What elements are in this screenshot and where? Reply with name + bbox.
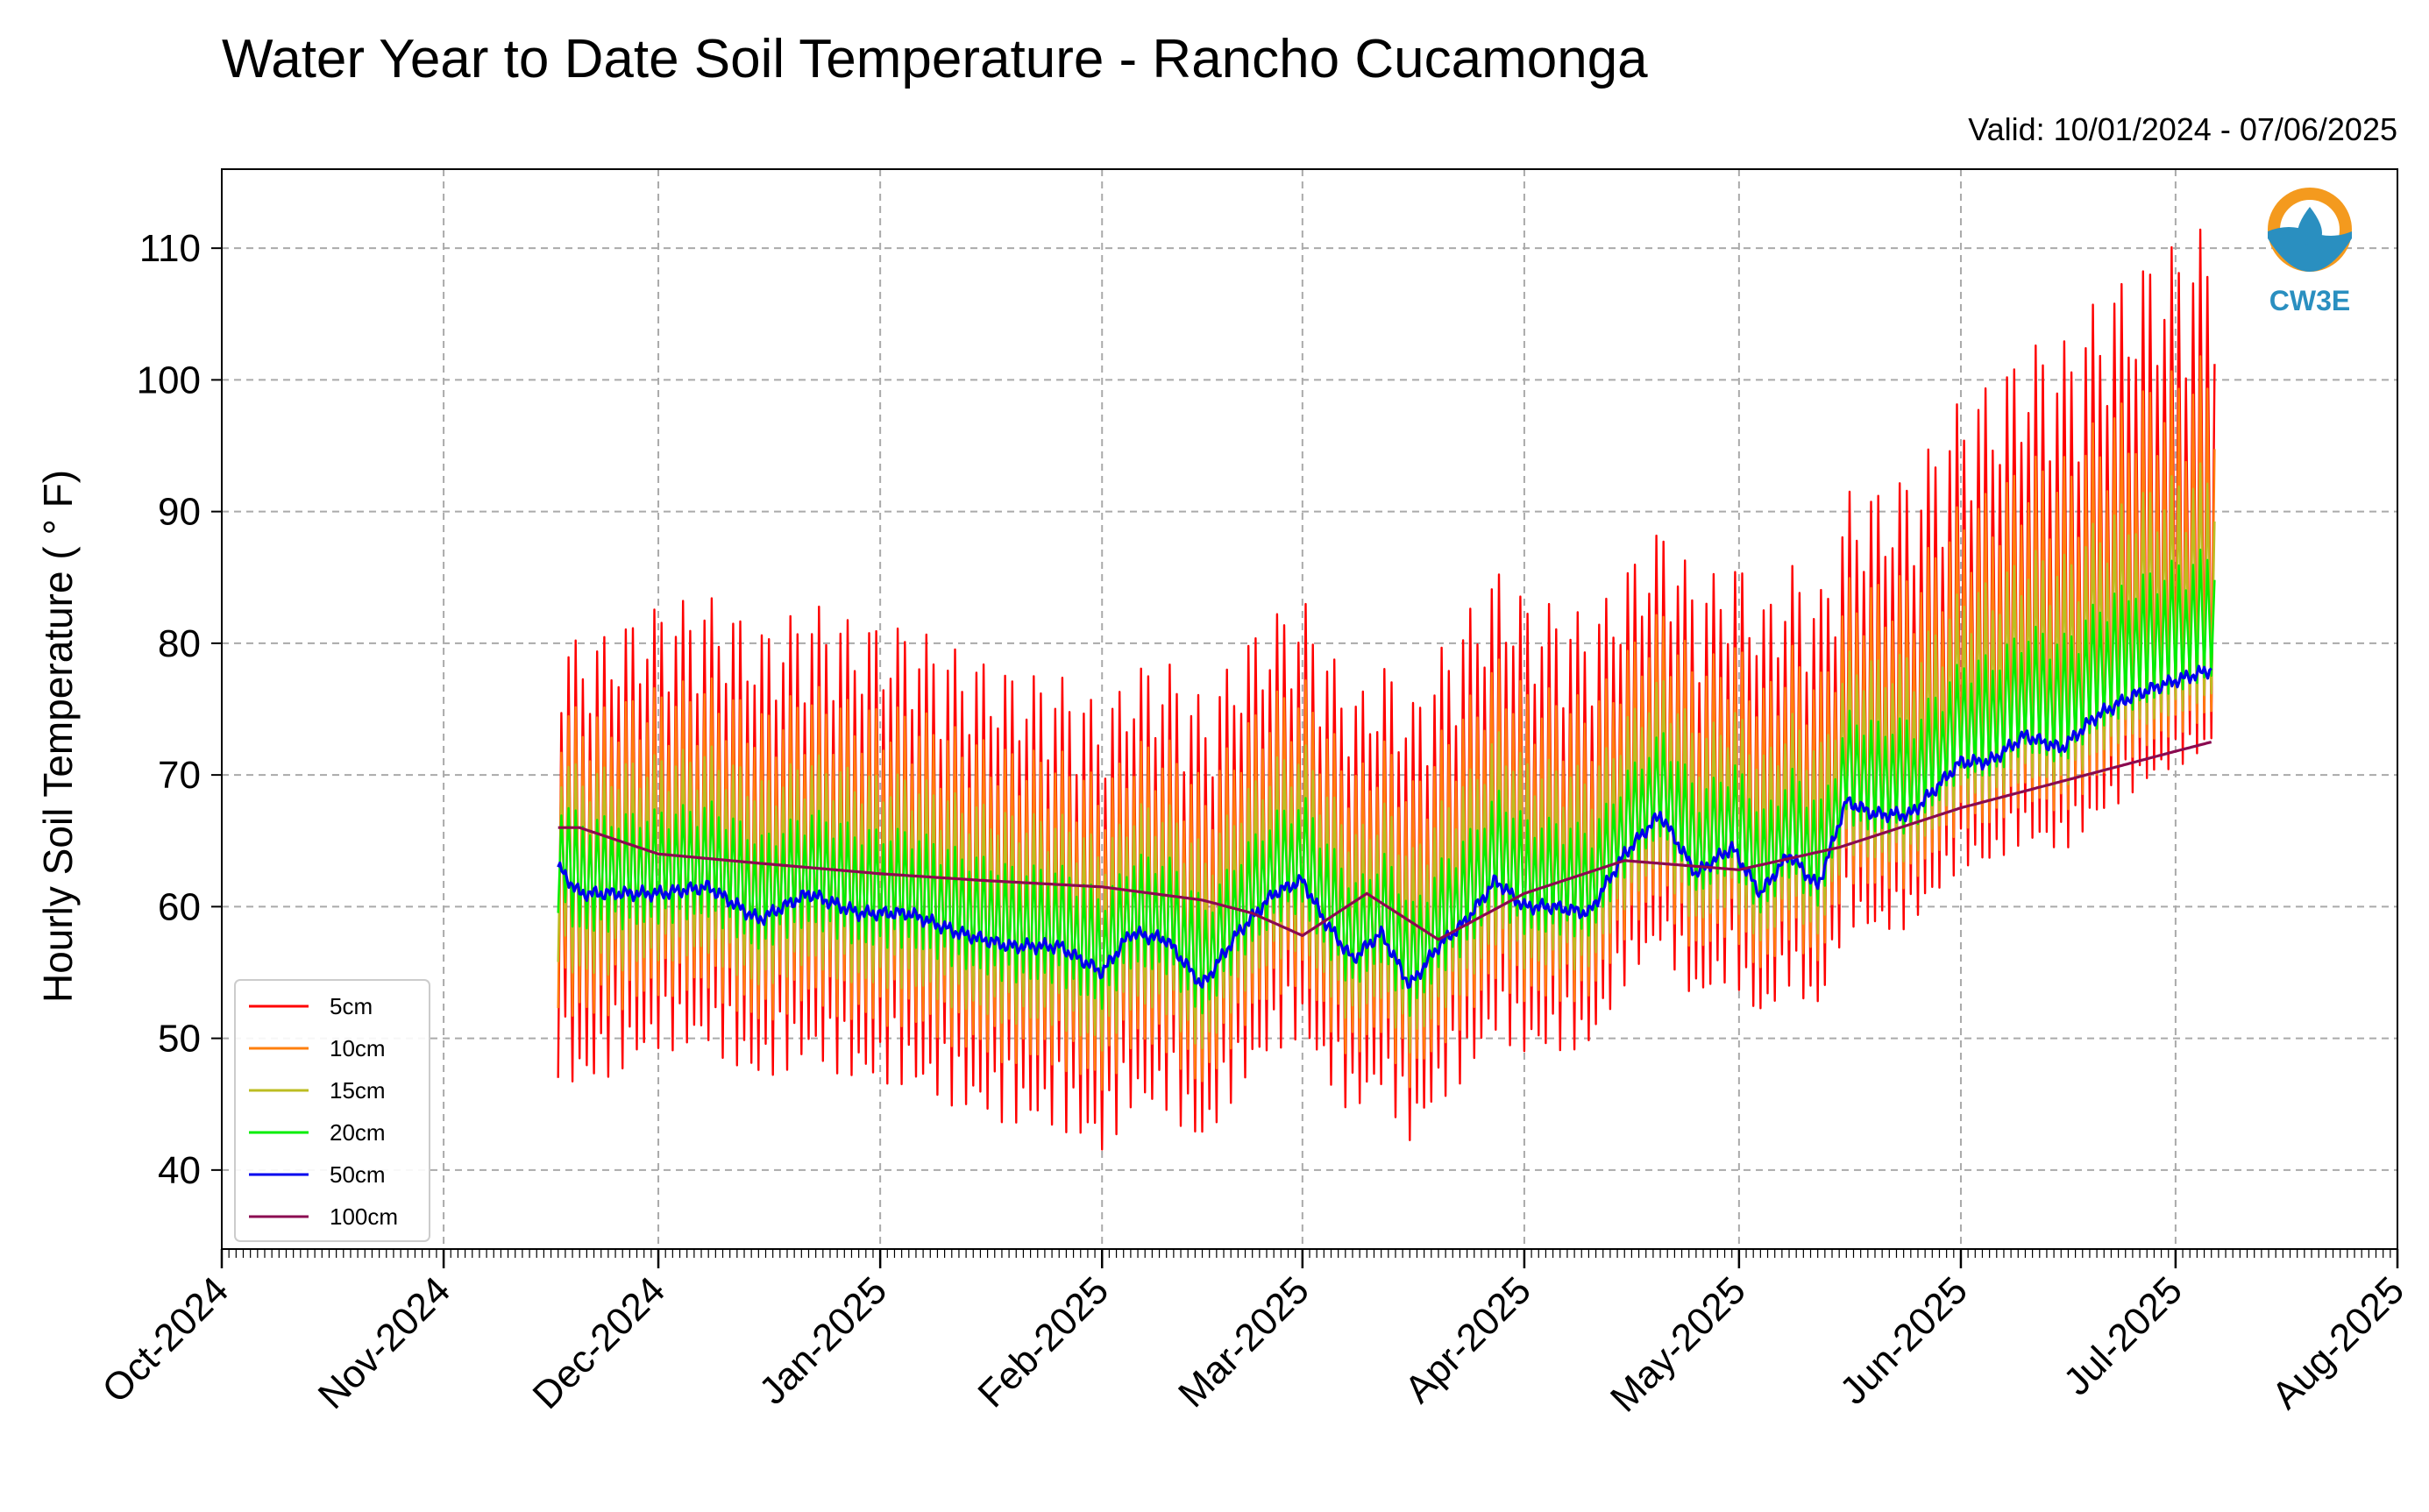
y-tick-label: 110 xyxy=(139,227,201,270)
chart-title: Water Year to Date Soil Temperature - Ra… xyxy=(222,29,1648,89)
y-tick-label: 70 xyxy=(158,754,201,797)
x-tick-label: Nov-2024 xyxy=(310,1268,459,1417)
x-tick-label: Aug-2025 xyxy=(2263,1268,2412,1417)
x-tick-label: Jan-2025 xyxy=(751,1268,895,1412)
legend-label-5cm: 5cm xyxy=(330,993,373,1019)
y-axis-label: Hourly Soil Temperature ( ° F) xyxy=(35,470,81,1003)
y-tick-label: 60 xyxy=(158,885,201,928)
chart-subtitle: Valid: 10/01/2024 - 07/06/2025 xyxy=(1968,111,2397,147)
logo-wave-icon xyxy=(2268,227,2352,272)
cw3e-logo: CW3E xyxy=(2268,188,2352,316)
y-tick-label: 100 xyxy=(137,358,201,401)
series-layer xyxy=(557,228,2216,1151)
y-tick-label: 90 xyxy=(158,491,201,534)
x-tick-label: Jun-2025 xyxy=(1832,1268,1976,1412)
x-tick-label: Mar-2025 xyxy=(1170,1268,1317,1416)
legend-label-100cm: 100cm xyxy=(330,1203,398,1230)
legend-label-50cm: 50cm xyxy=(330,1161,386,1188)
legend-label-20cm: 20cm xyxy=(330,1119,386,1146)
x-tick-label: May-2025 xyxy=(1602,1268,1754,1420)
series-line-50cm xyxy=(557,664,2212,990)
x-tick-label: Oct-2024 xyxy=(94,1268,237,1411)
logo-drop-icon xyxy=(2298,207,2322,245)
legend-label-15cm: 15cm xyxy=(330,1077,386,1104)
y-tick-label: 40 xyxy=(158,1149,201,1192)
plot-frame xyxy=(221,168,2398,1250)
y-tick-label: 80 xyxy=(158,622,201,665)
series-line-100cm xyxy=(558,741,2212,941)
x-tick-label: Jul-2025 xyxy=(2056,1268,2191,1403)
y-tick-label: 50 xyxy=(158,1018,201,1061)
x-tick-label: Dec-2024 xyxy=(525,1268,674,1417)
legend: 5cm 10cm 15cm 20cm 50cm 100cm xyxy=(234,979,430,1242)
x-tick-label: Feb-2025 xyxy=(969,1268,1117,1416)
logo-text: CW3E xyxy=(2269,285,2350,316)
x-tick-label: Apr-2025 xyxy=(1396,1268,1539,1411)
grid-layer xyxy=(221,169,2398,1249)
legend-label-10cm: 10cm xyxy=(330,1035,386,1061)
